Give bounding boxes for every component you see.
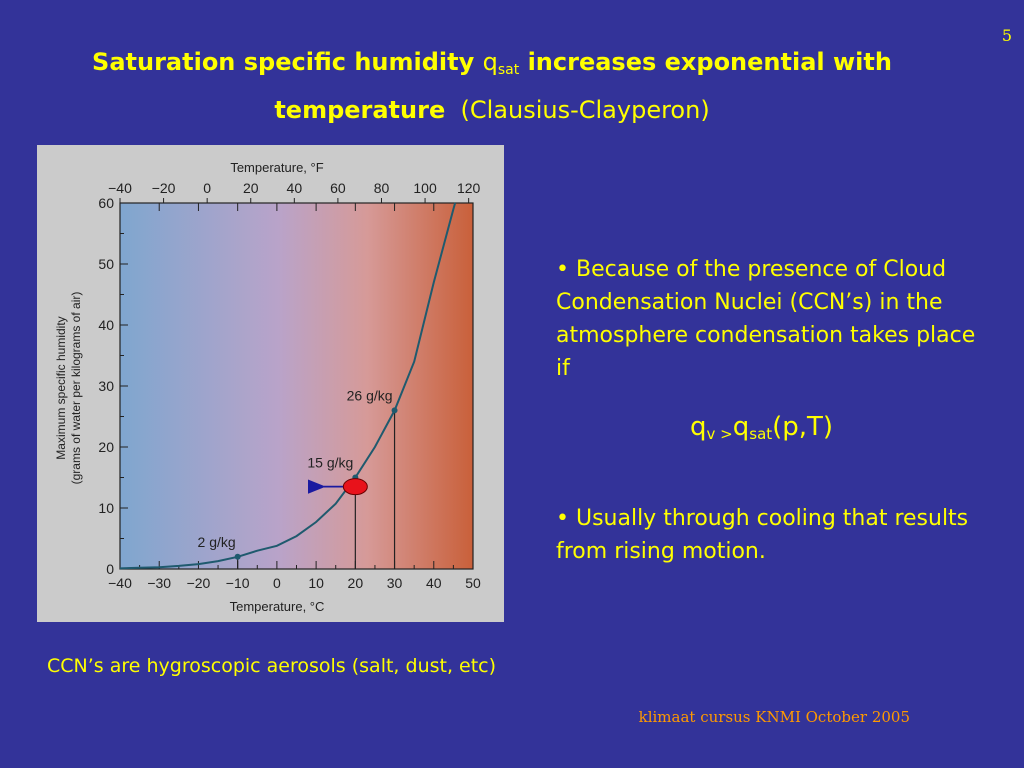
parcel-marker: [342, 478, 368, 496]
title-normal-part: (Clausius-Clayperon): [460, 96, 710, 124]
y-tick-label: 0: [106, 561, 114, 577]
top-tick-label: −20: [152, 180, 176, 196]
top-axis-label: Temperature, °F: [230, 160, 323, 175]
top-tick-label: 100: [413, 180, 437, 196]
formula-tail: (p,T): [772, 412, 834, 442]
top-tick-label: −40: [108, 180, 132, 196]
y-tick-label: 50: [98, 256, 114, 272]
x-tick-label: 40: [426, 575, 442, 591]
x-tick-label: −30: [147, 575, 171, 591]
annotation-label: 26 g/kg: [347, 387, 393, 403]
y-tick-label: 20: [98, 439, 114, 455]
footer-credit: klimaat cursus KNMI October 2005: [638, 708, 910, 726]
title-bold-part2: increases exponential with: [519, 48, 892, 76]
annotation-label: 2 g/kg: [198, 534, 236, 550]
x-tick-label: 30: [387, 575, 403, 591]
annotation-point: [234, 553, 241, 560]
slide-number: 5: [1001, 26, 1012, 45]
humidity-chart-panel: −40 −30 −20 −10 0 10 20 30 40 50 −40 −20 0 20 40 60 80 10…: [37, 145, 504, 622]
title-bold-line2: temperature: [274, 96, 446, 124]
title-q: q: [482, 48, 498, 76]
title-bold-part1: Saturation specific humidity: [92, 48, 483, 76]
annotation-label: 15 g/kg: [307, 455, 353, 471]
y-tick-label: 40: [98, 317, 114, 333]
annotation-point: [391, 407, 398, 414]
top-tick-label: 40: [287, 180, 303, 196]
y-axis-label-line2: (grams of water per kilograms of air): [69, 292, 83, 485]
saturation-curve: [119, 202, 457, 570]
top-tick-label: 120: [457, 180, 481, 196]
x-tick-label: 50: [465, 575, 481, 591]
x-tick-label: −10: [226, 575, 250, 591]
formula-sub-sat: sat: [749, 425, 773, 443]
humidity-chart: −40 −30 −20 −10 0 10 20 30 40 50 −40 −20 0 20 40 60 80 10…: [54, 160, 481, 614]
y-axis-label-line1: Maximum specific humidity: [54, 316, 68, 459]
x-tick-label: −40: [108, 575, 132, 591]
y-tick-label: 30: [98, 378, 114, 394]
plot-area: [120, 203, 473, 569]
condensation-formula: qv >qsat(p,T): [690, 412, 833, 443]
y-tick-label: 60: [98, 195, 114, 211]
formula-q: q: [690, 412, 707, 442]
formula-q2: q: [732, 412, 750, 442]
title-q-sub: sat: [497, 62, 520, 78]
title-line-2: temperature (Clausius-Clayperon): [40, 90, 944, 130]
top-tick-label: 0: [203, 180, 211, 196]
x-tick-label: 10: [308, 575, 324, 591]
x-axis-label: Temperature, °C: [230, 599, 325, 614]
x-tick-label: 0: [273, 575, 281, 591]
slide-title: Saturation specific humidity qsat increa…: [40, 42, 944, 130]
y-tick-label: 10: [98, 500, 114, 516]
bullet-list: • Because of the presence of Cloud Conde…: [556, 253, 976, 385]
bullet-item-cooling: • Usually through cooling that results f…: [556, 506, 969, 564]
x-tick-label: −20: [187, 575, 211, 591]
top-tick-label: 80: [374, 180, 390, 196]
ccn-caption: CCN’s are hygroscopic aerosols (salt, du…: [47, 655, 497, 677]
formula-sub-v: v >: [706, 425, 733, 443]
top-tick-label: 20: [243, 180, 259, 196]
top-tick-label: 60: [330, 180, 346, 196]
bullet-item-ccn: • Because of the presence of Cloud Conde…: [556, 257, 976, 381]
title-line-1: Saturation specific humidity qsat increa…: [40, 42, 944, 90]
x-tick-label: 20: [348, 575, 364, 591]
